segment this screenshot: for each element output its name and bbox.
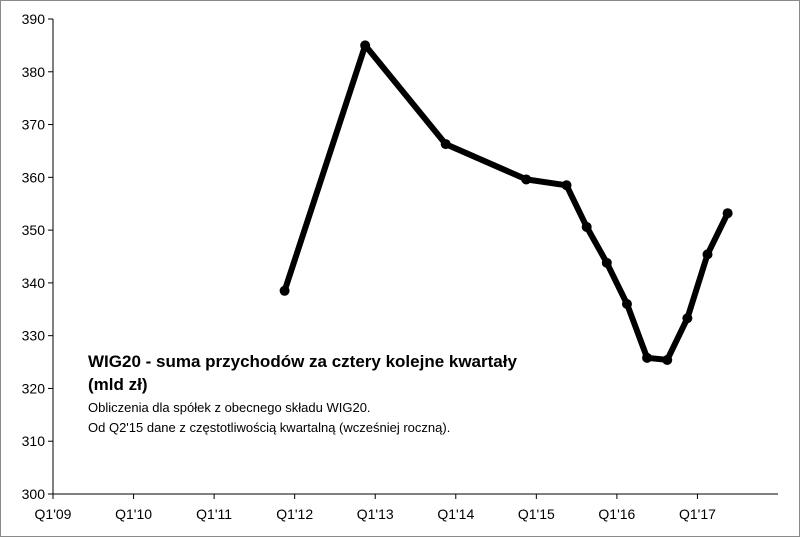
y-tick-label: 300	[22, 486, 46, 502]
data-point	[279, 285, 290, 296]
x-axis-ticks: Q1'09 Q1'10 Q1'11 Q1'12 Q1'13 Q1'14 Q1'15 Q1'16…	[35, 494, 716, 522]
annotation-block: WIG20 - suma przychodów za cztery kolejn…	[88, 352, 517, 435]
annotation-title-line2: (mld zł)	[88, 375, 148, 394]
x-tick-label: Q1'13	[357, 506, 394, 522]
x-tick-label: Q1'09	[35, 506, 72, 522]
data-point	[581, 221, 592, 232]
data-point	[662, 354, 673, 365]
data-point	[561, 180, 572, 191]
series-group	[279, 40, 733, 365]
data-point	[601, 257, 612, 268]
data-point	[440, 139, 451, 150]
annotation-title-line1: WIG20 - suma przychodów za cztery kolejn…	[88, 352, 517, 371]
data-point	[722, 208, 733, 219]
data-point	[621, 299, 632, 309]
y-tick-label: 320	[22, 380, 46, 396]
y-tick-label: 360	[22, 169, 46, 185]
data-point	[360, 40, 371, 51]
y-tick-label: 390	[22, 11, 46, 27]
data-point	[702, 249, 713, 260]
y-tick-label: 370	[22, 117, 46, 133]
y-tick-label: 350	[22, 222, 46, 238]
data-point	[642, 352, 653, 363]
data-point	[682, 313, 693, 324]
y-tick-label: 330	[22, 328, 46, 344]
y-tick-label: 380	[22, 64, 46, 80]
x-tick-label: Q1'11	[196, 506, 232, 522]
x-tick-label: Q1'16	[598, 506, 635, 522]
x-tick-label: Q1'17	[679, 506, 716, 522]
x-tick-label: Q1'10	[115, 506, 152, 522]
axes	[52, 19, 778, 495]
y-tick-label: 310	[22, 433, 46, 449]
y-tick-label: 340	[22, 275, 46, 291]
y-axis-ticks: 300 310 320 330 340 350 360 370 380 390	[22, 11, 53, 502]
annotation-note-line2: Od Q2'15 dane z częstotliwością kwartaln…	[88, 420, 450, 435]
annotation-note-line1: Obliczenia dla spółek z obecnego składu …	[88, 400, 371, 415]
x-tick-label: Q1'14	[437, 506, 474, 522]
x-tick-label: Q1'15	[518, 506, 555, 522]
data-point	[521, 174, 532, 185]
x-tick-label: Q1'12	[276, 506, 313, 522]
series-line	[281, 42, 731, 363]
